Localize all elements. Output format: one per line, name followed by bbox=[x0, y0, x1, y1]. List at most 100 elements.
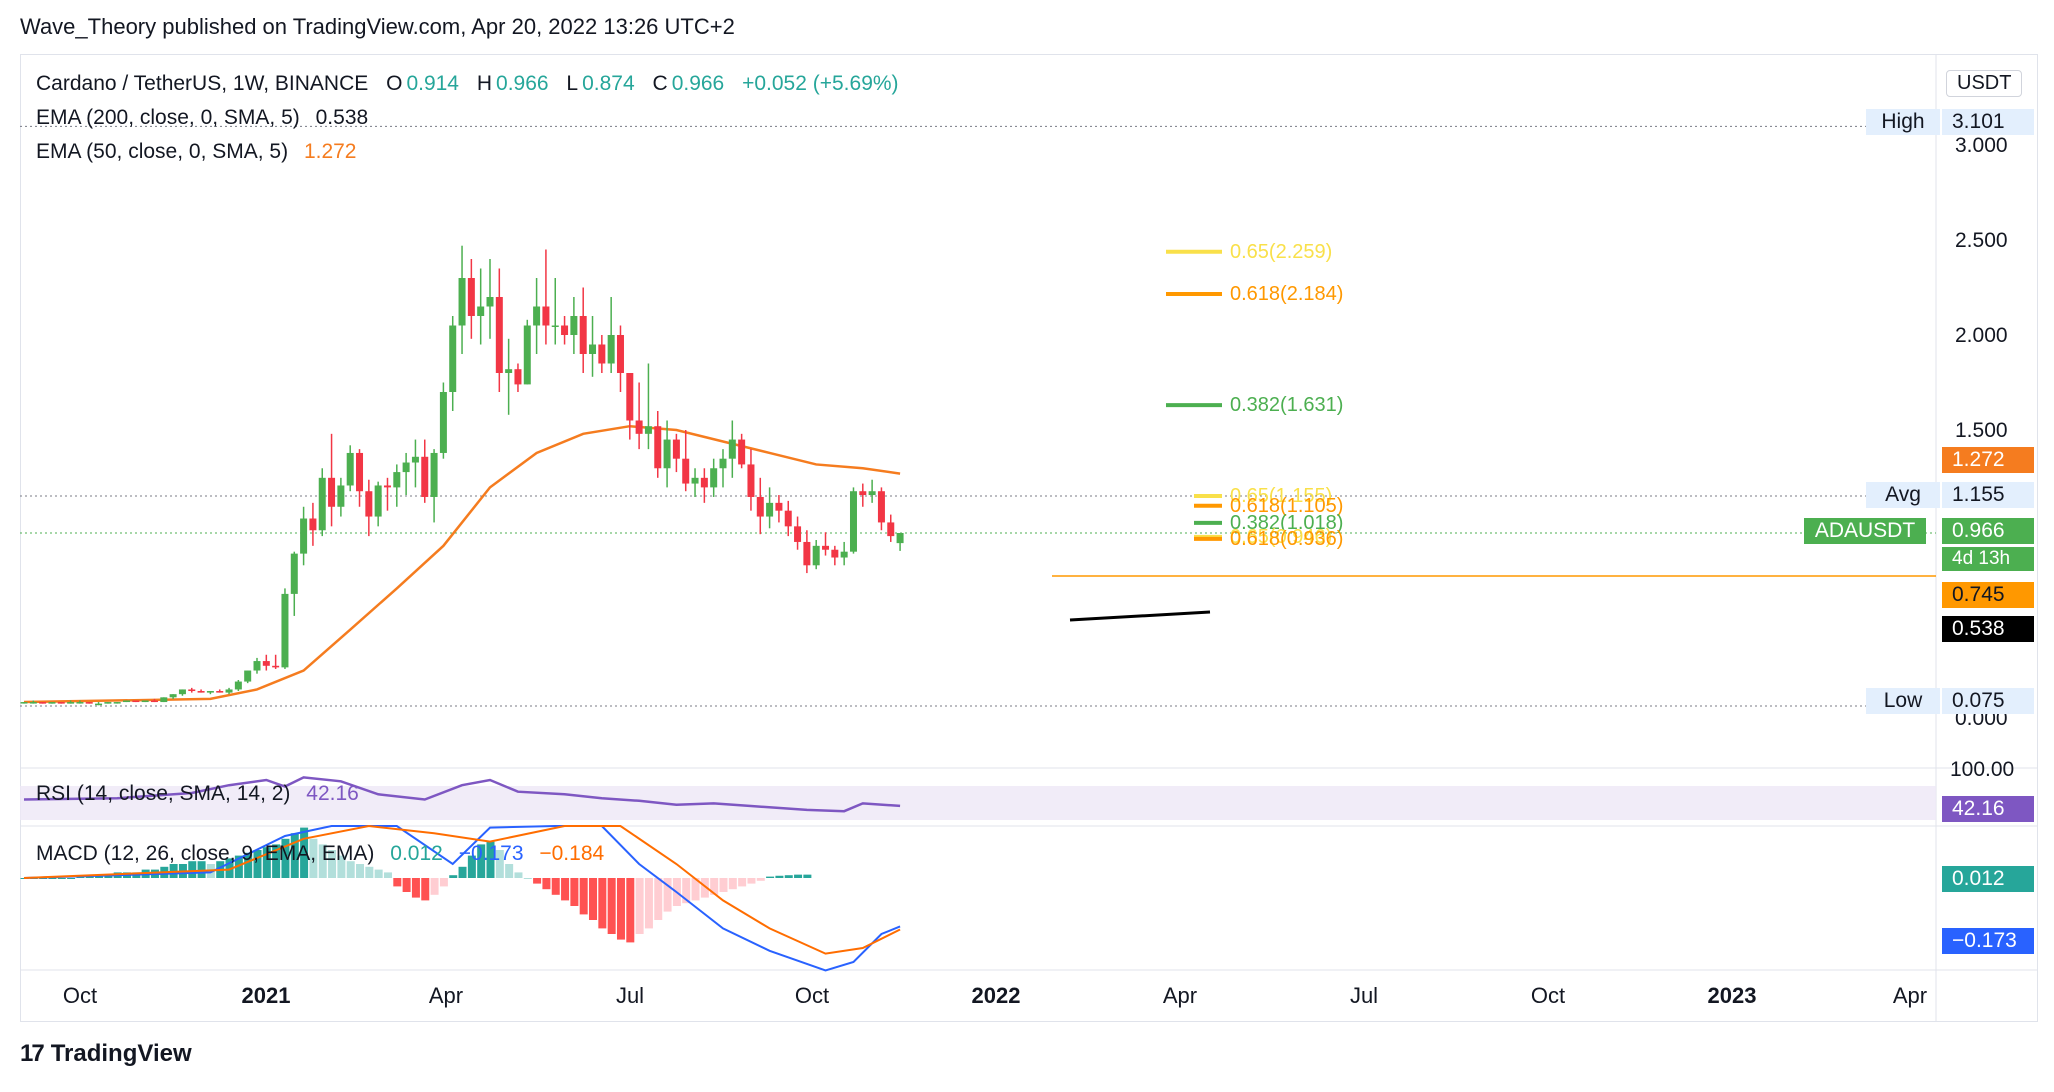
ema50-value: 1.272 bbox=[303, 140, 357, 163]
candle-down bbox=[356, 452, 364, 492]
candle-down bbox=[272, 665, 280, 668]
time-tick-label: 2023 bbox=[1708, 983, 1757, 1008]
ema50-line bbox=[23, 424, 901, 704]
candle-down bbox=[654, 426, 662, 469]
candle-down bbox=[598, 344, 606, 364]
candle-up bbox=[849, 491, 857, 552]
fib-level-label: 0.382(1.631) bbox=[1230, 394, 1343, 416]
macd-histogram-bar bbox=[616, 878, 625, 940]
candle-down bbox=[794, 526, 802, 542]
macd-histogram-bar bbox=[421, 878, 430, 901]
rsi-value: 42.16 bbox=[306, 782, 359, 805]
high-tag-label: High bbox=[1866, 109, 1940, 135]
macd-histogram-bar bbox=[328, 850, 337, 878]
price-tick-label: 3.000 bbox=[1955, 134, 2008, 157]
rsi-price-tag: 42.16 bbox=[1942, 796, 2034, 822]
macd-histogram-bar bbox=[626, 878, 635, 943]
fib-level-label: 0.65(0.946) bbox=[1230, 526, 1332, 548]
low-tag-label: Low bbox=[1866, 688, 1940, 714]
macd-histogram-bar bbox=[346, 861, 355, 878]
candle-up bbox=[430, 452, 438, 497]
misc-lines-group bbox=[1052, 575, 1936, 622]
macd-histogram-bar bbox=[300, 827, 309, 878]
macd-histogram-bar bbox=[747, 878, 756, 884]
fib-level-label: 0.618(0.936) bbox=[1230, 528, 1343, 550]
macd-signal-value: −0.184 bbox=[539, 842, 605, 865]
candle-down bbox=[309, 518, 317, 531]
candle-up bbox=[244, 670, 252, 682]
macd-histogram-bar bbox=[467, 855, 476, 878]
low-label: L bbox=[566, 72, 579, 95]
macd-hist-value: 0.012 bbox=[390, 842, 443, 865]
candle-down bbox=[467, 278, 475, 316]
macd-histogram-bar bbox=[402, 878, 411, 892]
candle-up bbox=[523, 325, 531, 385]
macd-histogram-bar bbox=[253, 850, 262, 878]
currency-button[interactable]: USDT bbox=[1946, 70, 2023, 97]
ema50-label: EMA (50, close, 0, SMA, 5) bbox=[36, 140, 289, 163]
candle-up bbox=[29, 702, 37, 704]
candle-down bbox=[877, 491, 885, 523]
candle-down bbox=[784, 510, 792, 527]
candle-up bbox=[281, 593, 289, 668]
candle-up bbox=[393, 472, 401, 488]
candle-down bbox=[514, 369, 522, 385]
fib-level-label: 0.618(1.105) bbox=[1230, 495, 1343, 517]
candle-down bbox=[85, 702, 93, 704]
macd-histogram-bar bbox=[700, 878, 709, 898]
candle-down bbox=[262, 661, 270, 666]
candle-up bbox=[234, 681, 242, 690]
macd-histogram-bar bbox=[57, 878, 66, 879]
macd-histogram-bar bbox=[523, 878, 532, 879]
macd-histogram-bar bbox=[663, 878, 672, 912]
candle-down bbox=[188, 689, 196, 692]
candle-down bbox=[616, 335, 624, 373]
candle-up bbox=[402, 462, 410, 473]
macd-histogram-bar bbox=[39, 878, 48, 879]
macd-histogram-bar bbox=[356, 864, 365, 878]
avg-tag-value: 1.155 bbox=[1942, 482, 2034, 508]
macd-histogram-bar bbox=[393, 878, 402, 887]
macd-histogram-bar bbox=[449, 875, 458, 878]
macd-histogram-bar bbox=[570, 878, 579, 906]
macd-histogram-bar bbox=[430, 878, 439, 895]
macd-histogram-bar bbox=[738, 878, 747, 887]
candle-up bbox=[728, 439, 736, 459]
macd-histogram-bar bbox=[67, 878, 76, 879]
candle-up bbox=[48, 702, 56, 704]
candle-up bbox=[505, 369, 513, 373]
candle-down bbox=[216, 691, 224, 693]
rsi-tick-label: 100.00 bbox=[1950, 758, 2014, 781]
macd-histogram-bar bbox=[607, 878, 616, 934]
candle-down bbox=[803, 541, 811, 566]
macd-histogram-bar bbox=[486, 841, 495, 878]
symbol-title: Cardano / TetherUS, 1W, BINANCE bbox=[36, 72, 369, 95]
macd-histogram-bar bbox=[635, 878, 644, 934]
candle-down bbox=[626, 373, 634, 421]
time-tick-label: Oct bbox=[1531, 983, 1565, 1008]
price-tick-label: 2.000 bbox=[1955, 324, 2008, 347]
low-value: 0.874 bbox=[582, 72, 635, 95]
candle-up bbox=[411, 456, 419, 463]
candle-up bbox=[486, 297, 494, 307]
candle-up bbox=[76, 702, 84, 704]
brand-name[interactable]: TradingView bbox=[50, 1040, 192, 1067]
fib-level-label: 0.65(1.155) bbox=[1230, 485, 1332, 507]
candle-down bbox=[635, 420, 643, 434]
rsi-pane bbox=[20, 776, 1936, 820]
candle-up bbox=[178, 689, 186, 695]
macd-histogram-bar bbox=[458, 866, 467, 878]
candle-down bbox=[150, 700, 158, 703]
candle-up bbox=[374, 485, 382, 517]
close-value: 0.966 bbox=[671, 72, 725, 95]
candle-up bbox=[477, 306, 485, 316]
macd-histogram-bar bbox=[318, 844, 327, 878]
candle-up bbox=[104, 702, 112, 704]
macd-histogram-bar bbox=[411, 878, 420, 898]
high-value: 0.966 bbox=[496, 72, 549, 95]
fib-levels-group: 0.65(2.259) 0.618(2.184) 0.382(1.631) 0.65(… bbox=[1166, 241, 1343, 550]
candle-up bbox=[719, 458, 727, 469]
macd-histogram-bar bbox=[533, 878, 542, 884]
candle-up bbox=[67, 702, 75, 704]
